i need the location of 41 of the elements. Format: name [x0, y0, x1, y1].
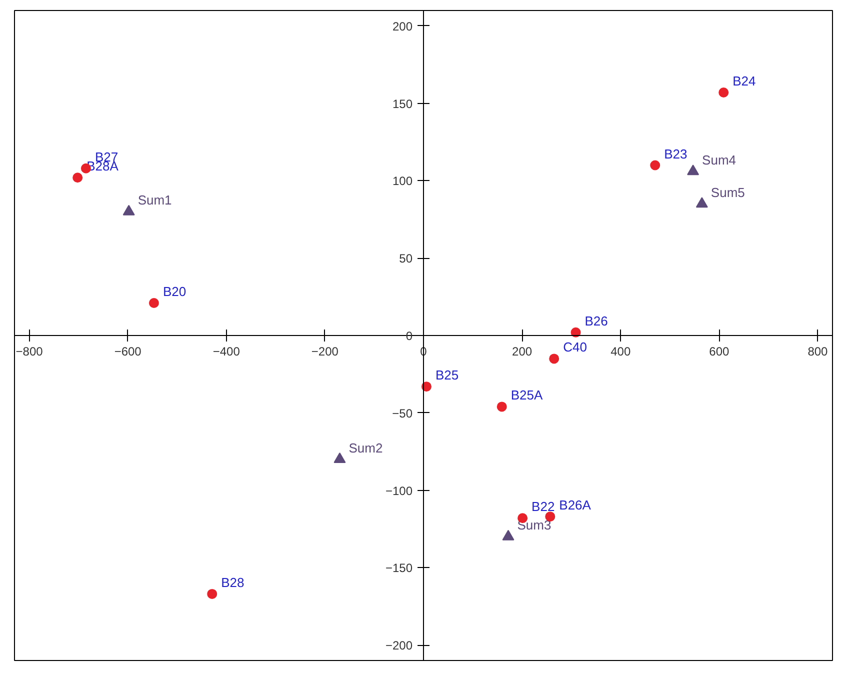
x-tick-label: −800 — [16, 344, 44, 358]
point — [122, 204, 135, 216]
y-tick-label: 50 — [399, 252, 413, 266]
data-label: B20 — [162, 284, 186, 299]
x-tick-label: −600 — [114, 344, 142, 358]
y-tick-label: −50 — [392, 406, 413, 420]
point — [687, 164, 700, 176]
y-tick-label: −150 — [385, 561, 413, 576]
point — [718, 88, 729, 98]
data-label: B26A — [559, 498, 592, 513]
y-tick-label: −100 — [385, 484, 413, 498]
y-tick-label: 150 — [392, 96, 413, 111]
data-label: Sum5 — [710, 184, 745, 200]
x-tick-label: 800 — [808, 344, 828, 358]
point — [549, 354, 560, 364]
x-tick-label: 200 — [512, 344, 532, 358]
y-tick-label: 200 — [392, 19, 413, 34]
point — [696, 197, 708, 208]
x-tick-label: 400 — [610, 344, 631, 358]
x-tick-label: 600 — [709, 344, 730, 358]
point — [207, 588, 218, 599]
x-tick-label: −400 — [212, 344, 240, 358]
data-label: B26 — [584, 313, 608, 328]
data-label: C40 — [563, 340, 587, 355]
point — [650, 160, 660, 170]
data-label: B28 — [221, 574, 244, 590]
data-label: B24 — [732, 74, 756, 89]
data-label: Sum2 — [348, 440, 383, 456]
data-label: B23 — [664, 146, 688, 162]
point — [72, 172, 83, 183]
point — [148, 298, 159, 308]
data-label: Sum1 — [138, 192, 172, 208]
data-label: Sum4 — [702, 152, 736, 168]
point — [496, 402, 507, 412]
y-tick-label: −200 — [385, 638, 413, 653]
data-label: B25 — [435, 368, 459, 383]
point — [545, 512, 556, 522]
y-tick-label: 100 — [392, 174, 413, 188]
data-label: B25A — [510, 388, 543, 403]
x-tick-label: −200 — [311, 344, 339, 358]
data-label: B22 — [532, 499, 555, 514]
